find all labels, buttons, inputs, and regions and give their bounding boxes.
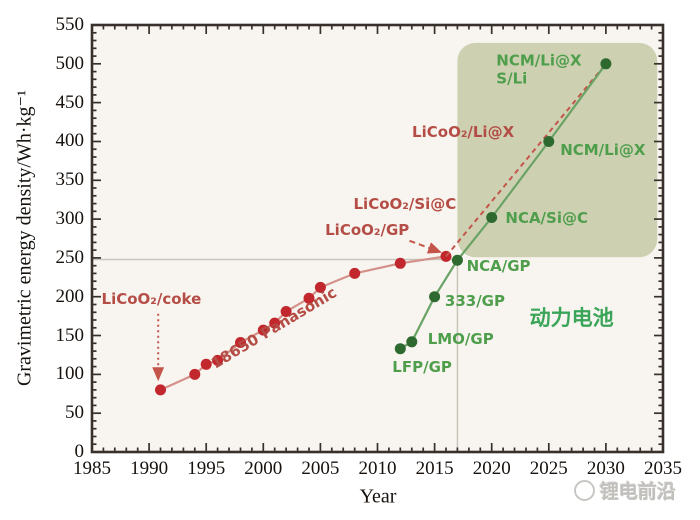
data-point [349, 267, 361, 279]
data-point [189, 368, 201, 380]
watermark-text: 锂电前沿 [600, 482, 677, 503]
data-point [200, 358, 212, 370]
data-point [406, 336, 418, 348]
data-point [303, 292, 315, 304]
data-point [212, 354, 224, 366]
watermark-logo-icon [574, 480, 595, 501]
watermark: 锂电前沿 [574, 477, 676, 504]
data-point [235, 337, 246, 348]
data-point [600, 58, 612, 70]
power-battery-region [457, 42, 658, 258]
data-point [269, 317, 281, 329]
data-point [429, 291, 441, 303]
annotation-arrow [409, 239, 443, 254]
data-point [394, 343, 406, 355]
data-point [394, 257, 406, 269]
plot-border [90, 23, 665, 454]
data-point [314, 281, 326, 293]
data-point [155, 384, 166, 396]
data-point [486, 212, 498, 223]
y-axis-title: Gravimetric energy density/Wh·kg⁻¹ [13, 89, 36, 387]
data-point [543, 136, 555, 147]
series-line-dashed [445, 63, 607, 258]
data-point [280, 306, 292, 317]
x-axis-title: Year [359, 485, 397, 508]
data-point [451, 254, 463, 266]
data-point [257, 324, 269, 336]
